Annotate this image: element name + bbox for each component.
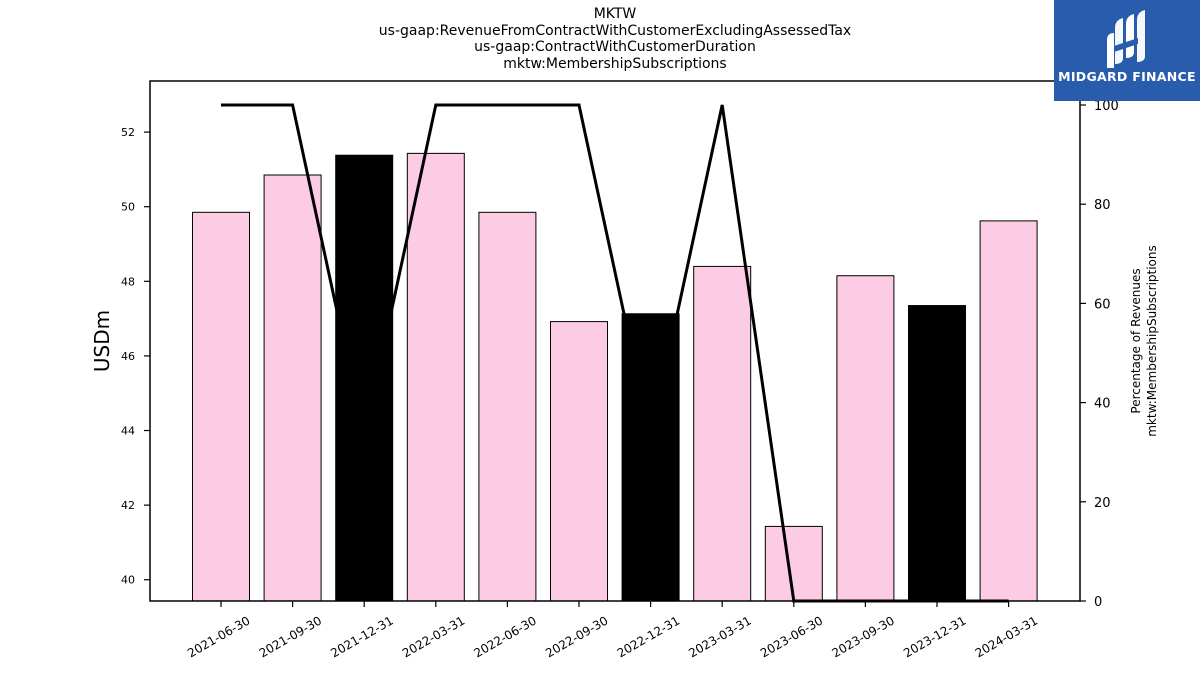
right-tick-label: 40: [1094, 397, 1111, 412]
midgard-finance-logo: MIDGARD FINANCE: [1054, 0, 1200, 101]
right-y-axis-label-line-2: mktw:MembershipSubscriptions: [1145, 245, 1159, 437]
bar-2022-03-31: [406, 152, 465, 602]
chart-title-line-4: mktw:MembershipSubscriptions: [503, 56, 727, 72]
bar-series: [192, 152, 1038, 602]
x-tick-label: 2024-03-31: [973, 613, 1040, 660]
x-tick-label: 2023-03-31: [686, 613, 753, 660]
bar-2022-06-30: [478, 211, 537, 602]
x-tick-label: 2022-06-30: [471, 613, 538, 660]
x-tick-label: 2022-12-31: [615, 613, 682, 660]
right-tick-label: 100: [1094, 99, 1119, 114]
bar-2023-06-30: [764, 525, 823, 602]
logo-text: MIDGARD FINANCE: [1058, 69, 1196, 84]
left-tick-label: 50: [121, 201, 135, 214]
chart-title-line-1: MKTW: [593, 6, 637, 22]
right-tick-label: 20: [1094, 496, 1111, 511]
bar-2022-12-31: [621, 313, 680, 602]
logo-mark-icon: [1107, 10, 1145, 68]
x-tick-label: 2022-09-30: [543, 613, 610, 660]
x-tick-label: 2023-06-30: [758, 613, 825, 660]
bar-2023-12-31: [908, 305, 966, 602]
x-tick-label: 2021-06-30: [185, 613, 252, 660]
left-tick-label: 52: [121, 126, 135, 139]
x-tick-label: 2023-12-31: [901, 613, 968, 660]
y-axis-label: USDm: [90, 310, 114, 372]
left-tick-label: 44: [121, 425, 135, 438]
bar-2021-12-31: [335, 154, 394, 602]
x-tick-label: 2021-12-31: [328, 613, 395, 660]
bar-2023-09-30: [836, 275, 895, 602]
right-tick-label: 80: [1094, 198, 1111, 213]
left-tick-label: 46: [121, 350, 135, 363]
bar-2023-03-31: [693, 265, 752, 602]
plot-frame: [149, 80, 1081, 602]
left-tick-label: 42: [121, 499, 135, 512]
x-tick-label: 2022-03-31: [400, 613, 467, 660]
x-tick-label: 2023-09-30: [829, 613, 896, 660]
right-tick-label: 0: [1094, 595, 1102, 610]
right-axis: 0 20 40 60 80 100: [1080, 99, 1119, 610]
bar-2021-09-30: [263, 174, 322, 602]
bar-2022-09-30: [550, 321, 608, 602]
bar-2021-06-30: [192, 211, 250, 602]
left-axis: 40 42 44 46 48 50 52: [121, 126, 150, 587]
right-tick-label: 60: [1094, 297, 1111, 312]
bar-2024-03-31: [979, 220, 1038, 602]
left-tick-label: 48: [121, 275, 135, 288]
x-tick-label: 2021-09-30: [257, 613, 324, 660]
left-tick-label: 40: [121, 574, 135, 587]
chart-title-line-2: us-gaap:RevenueFromContractWithCustomerE…: [378, 23, 852, 39]
right-y-axis-label-line-1: Percentage of Revenues: [1129, 268, 1143, 413]
x-axis: 2021-06-30 2021-09-30 2021-12-31 2022-03-31…: [185, 601, 1040, 660]
chart-title-line-3: us-gaap:ContractWithCustomerDuration: [474, 39, 756, 55]
